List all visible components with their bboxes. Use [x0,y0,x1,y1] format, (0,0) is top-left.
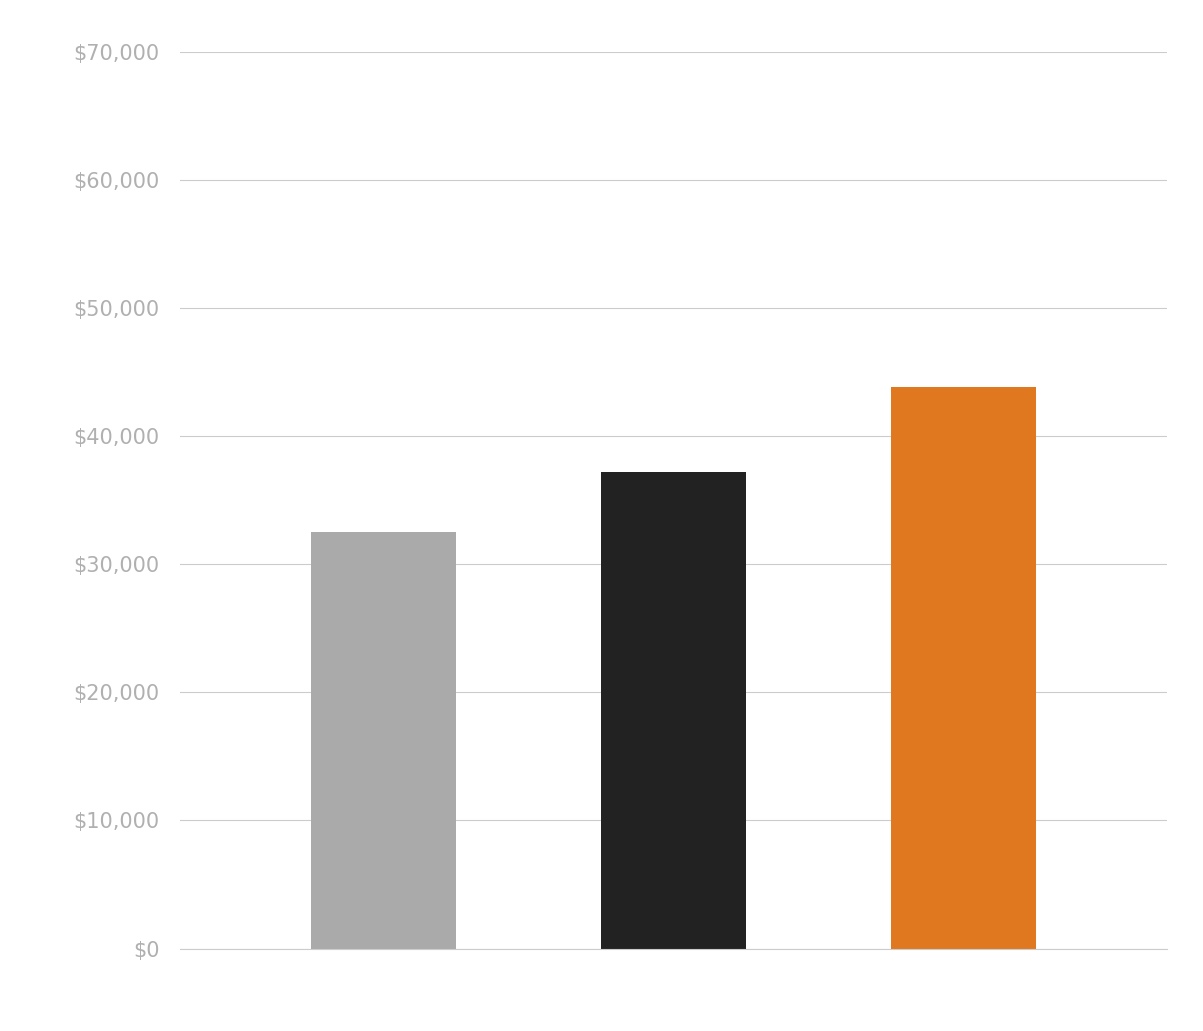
Bar [891,388,1036,949]
Bar [312,532,456,949]
Bar [602,472,746,949]
